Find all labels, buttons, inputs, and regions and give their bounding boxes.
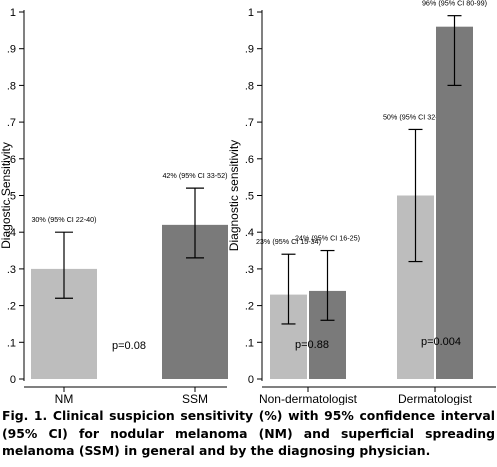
y-tick-label: .4 bbox=[7, 227, 16, 239]
chart-nm-vs-ssm: 0 .1 .2 .3 .4 .5 .6 .7 .8 .9 1 Diagostic Sensitivit… bbox=[0, 7, 228, 405]
y-tick-label: .3 bbox=[245, 264, 254, 276]
y-tick-label: 0 bbox=[10, 374, 16, 386]
data-label: 30% (95% CI 22-40) bbox=[31, 215, 96, 224]
p-value-annotation: p=0.08 bbox=[112, 340, 146, 352]
y-tick-label: .8 bbox=[245, 80, 254, 92]
y-tick-label: 1 bbox=[248, 7, 254, 19]
y-tick-label: .5 bbox=[7, 191, 16, 203]
y-tick-label: .7 bbox=[245, 117, 254, 129]
y-tick-label: .1 bbox=[7, 337, 16, 349]
y-tick-label: .9 bbox=[7, 44, 16, 56]
chart-by-physician: 0 .1 .2 .3 .4 .5 .6 .7 .8 .9 1 Diagnostic sensitivi… bbox=[227, 0, 496, 405]
y-axis-label: Diagnostic sensitivity bbox=[227, 140, 241, 251]
data-label: 42% (95% CI 33-52) bbox=[162, 171, 227, 180]
data-label: 24% (95% CI 16-25) bbox=[295, 234, 360, 243]
y-tick-label: .5 bbox=[245, 191, 254, 203]
y-tick-label: .3 bbox=[7, 264, 16, 276]
p-value-annotation: p=0.004 bbox=[421, 336, 461, 348]
y-tick-label: .6 bbox=[7, 154, 16, 166]
data-label: 96% (95% CI 80-99) bbox=[422, 0, 487, 8]
y-axis-label: Diagostic Sensitivity bbox=[0, 142, 13, 249]
x-tick-label: Dermatologist bbox=[398, 392, 473, 405]
y-tick-label: 1 bbox=[10, 7, 16, 19]
figure-caption: Fig. 1. Clinical suspicion sensitivity (… bbox=[2, 408, 495, 458]
x-tick-label: NM bbox=[55, 392, 74, 405]
p-value-annotation: p=0.88 bbox=[295, 339, 329, 351]
x-tick-label: Non-dermatologist bbox=[259, 392, 358, 405]
data-label: 50% (95% CI 32-68) bbox=[383, 112, 448, 121]
x-tick-label: SSM bbox=[182, 392, 208, 405]
y-tick-label: .4 bbox=[245, 227, 254, 239]
y-tick-label: .7 bbox=[7, 117, 16, 129]
y-tick-label: .9 bbox=[245, 44, 254, 56]
y-tick-label: .6 bbox=[245, 154, 254, 166]
y-tick-label: .8 bbox=[7, 80, 16, 92]
figure: 0 .1 .2 .3 .4 .5 .6 .7 .8 .9 1 Diagostic Sensitivit… bbox=[0, 0, 496, 405]
y-tick-label: .2 bbox=[7, 301, 16, 313]
data-label: 23% (95% CI 15-34) bbox=[256, 237, 321, 246]
y-tick-label: .1 bbox=[245, 337, 254, 349]
y-tick-label: 0 bbox=[248, 374, 254, 386]
y-tick-label: .2 bbox=[245, 301, 254, 313]
